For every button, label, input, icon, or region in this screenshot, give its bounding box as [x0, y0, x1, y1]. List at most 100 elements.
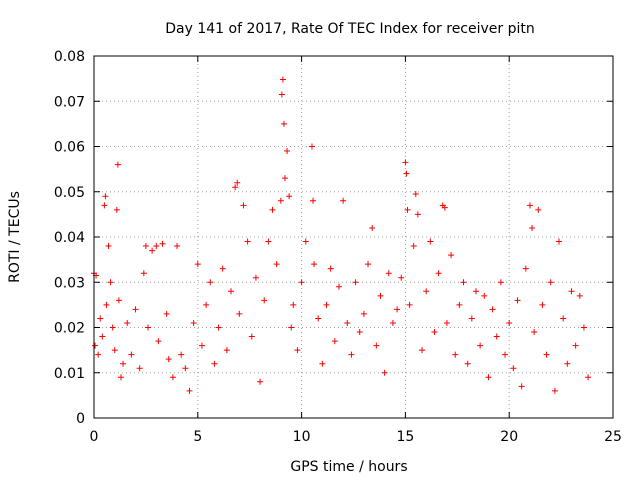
data-point: [182, 365, 189, 372]
data-point: [281, 175, 288, 182]
y-tick-label: 0.01: [54, 366, 85, 382]
data-point: [120, 360, 127, 367]
x-tick-label: 20: [500, 429, 518, 445]
data-point: [443, 319, 450, 326]
data-point: [207, 279, 214, 286]
data-point: [265, 238, 272, 245]
data-point: [278, 91, 285, 98]
data-point: [114, 161, 121, 168]
data-point: [352, 279, 359, 286]
data-point: [115, 297, 122, 304]
data-point: [174, 243, 181, 250]
data-point: [323, 301, 330, 308]
y-tick-label: 0.05: [54, 185, 85, 201]
data-point: [261, 297, 268, 304]
x-tick-label: 15: [396, 429, 414, 445]
data-point: [389, 319, 396, 326]
data-point: [273, 261, 280, 268]
marks: [91, 76, 592, 394]
data-point: [219, 265, 226, 272]
data-point: [572, 342, 579, 349]
data-point: [531, 329, 538, 336]
data-point: [580, 324, 587, 331]
data-point: [277, 197, 284, 204]
data-point: [344, 319, 351, 326]
y-tick-label: 0.02: [54, 321, 85, 337]
data-point: [252, 274, 259, 281]
data-point: [144, 324, 151, 331]
data-point: [234, 179, 241, 186]
data-point: [404, 206, 411, 213]
data-point: [136, 365, 143, 372]
data-point: [102, 193, 109, 200]
data-point: [412, 191, 419, 198]
data-point: [244, 238, 251, 245]
y-axis-label: ROTI / TECUs: [7, 191, 23, 283]
data-point: [128, 351, 135, 358]
data-point: [497, 279, 504, 286]
data-point: [460, 279, 467, 286]
data-point: [381, 369, 388, 376]
data-point: [560, 315, 567, 322]
y-tick-label: 0.07: [54, 94, 85, 110]
plot-frame: [93, 55, 614, 419]
data-point: [311, 261, 318, 268]
data-point: [576, 292, 583, 299]
data-point: [310, 197, 317, 204]
data-point: [468, 315, 475, 322]
data-point: [153, 243, 160, 250]
data-point: [535, 206, 542, 213]
data-point: [165, 356, 172, 363]
data-point: [435, 270, 442, 277]
data-point: [489, 306, 496, 313]
data-point: [194, 261, 201, 268]
data-point: [103, 301, 110, 308]
x-axis-label: GPS time / hours: [290, 459, 407, 475]
data-point: [198, 342, 205, 349]
data-point: [556, 238, 563, 245]
data-point: [97, 315, 104, 322]
data-point: [155, 338, 162, 345]
data-point: [423, 288, 430, 295]
y-tick-label: 0.08: [54, 49, 85, 65]
data-point: [319, 360, 326, 367]
data-point: [502, 351, 509, 358]
data-point: [394, 306, 401, 313]
data-point: [493, 333, 500, 340]
data-point: [186, 387, 193, 394]
y-tick-label: 0.03: [54, 275, 85, 291]
data-point: [232, 184, 239, 191]
data-point: [159, 240, 166, 247]
data-point: [518, 383, 525, 390]
data-point: [547, 279, 554, 286]
data-point: [464, 360, 471, 367]
data-point: [510, 365, 517, 372]
data-point: [452, 351, 459, 358]
data-point: [294, 347, 301, 354]
y-tick-label: 0.06: [54, 140, 85, 156]
data-point: [286, 193, 293, 200]
data-point: [472, 288, 479, 295]
data-point: [315, 315, 322, 322]
data-point: [406, 301, 413, 308]
data-point: [223, 347, 230, 354]
y-tick-label: 0.04: [54, 230, 85, 246]
data-point: [308, 143, 315, 150]
data-point: [132, 306, 139, 313]
data-point: [402, 159, 409, 166]
data-point: [92, 342, 99, 349]
data-point: [506, 319, 513, 326]
data-point: [240, 202, 247, 209]
data-point: [431, 329, 438, 336]
data-point: [526, 202, 533, 209]
data-point: [529, 224, 536, 231]
data-point: [403, 170, 410, 177]
data-point: [113, 206, 120, 213]
data-point: [585, 374, 592, 381]
data-point: [236, 310, 243, 317]
data-point: [117, 374, 124, 381]
data-point: [279, 76, 286, 83]
grid: [94, 56, 613, 418]
data-point: [410, 243, 417, 250]
